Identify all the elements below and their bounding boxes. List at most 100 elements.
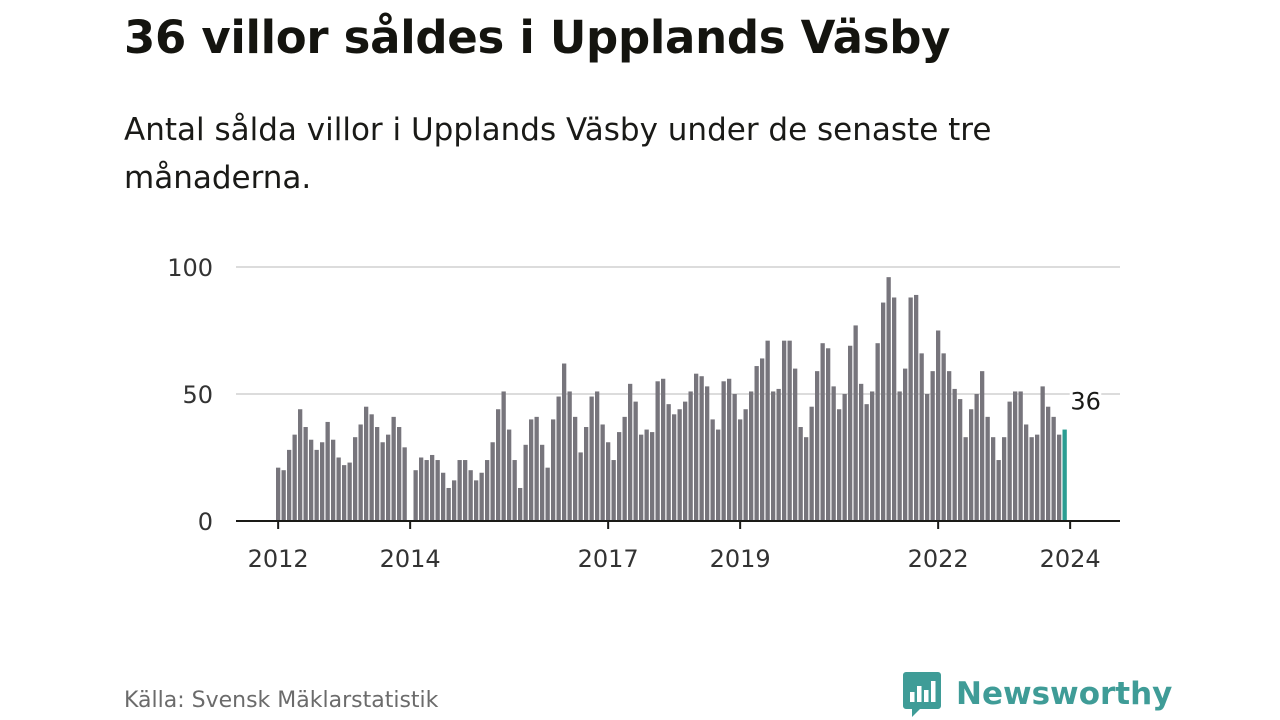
- bar: [727, 378, 732, 521]
- brand-logo[interactable]: Newsworthy: [902, 670, 1172, 718]
- bar: [540, 444, 545, 521]
- bar: [463, 460, 468, 521]
- bar: [391, 416, 396, 521]
- bar: [523, 444, 528, 521]
- bar: [1057, 434, 1062, 521]
- chart-title: 36 villor såldes i Upplands Väsby: [124, 11, 951, 64]
- bar: [292, 434, 297, 521]
- bar: [1035, 434, 1040, 521]
- bar: [969, 409, 974, 521]
- bar: [710, 419, 715, 521]
- bar: [507, 429, 512, 521]
- bar: [804, 437, 809, 521]
- bar: [925, 394, 930, 521]
- bar: [556, 396, 561, 521]
- bar: [930, 371, 935, 521]
- bar: [793, 368, 798, 521]
- x-tick-label-2024: 2024: [1040, 545, 1101, 573]
- bar: [573, 416, 578, 521]
- x-tick-label-2019: 2019: [710, 545, 771, 573]
- bar: [380, 442, 385, 521]
- bar: [655, 381, 660, 521]
- bar: [699, 376, 704, 521]
- bar: [633, 401, 638, 521]
- bar: [859, 383, 864, 521]
- bar: [864, 404, 869, 521]
- bar: [320, 442, 325, 521]
- bar: [474, 480, 479, 521]
- bar: [441, 472, 446, 521]
- bar: [908, 297, 913, 521]
- x-tick-label-2022: 2022: [908, 545, 969, 573]
- bar: [1024, 424, 1029, 521]
- bar: [518, 487, 523, 521]
- annotation-label: 36: [1070, 388, 1101, 416]
- bar: [815, 371, 820, 521]
- axes: [236, 520, 1120, 529]
- bar: [435, 460, 440, 521]
- bar: [760, 358, 765, 521]
- bar: [941, 353, 946, 521]
- brand-name: Newsworthy: [956, 676, 1173, 712]
- bar: [661, 378, 666, 521]
- bar: [375, 427, 380, 521]
- bar: [397, 427, 402, 521]
- bar-highlight: [1062, 429, 1067, 521]
- bar: [1051, 416, 1056, 521]
- newsworthy-chart-bubble-icon: [903, 672, 941, 717]
- bar: [743, 409, 748, 521]
- bar: [611, 460, 616, 521]
- bar: [424, 460, 429, 521]
- bar: [826, 348, 831, 521]
- bar: [369, 414, 374, 521]
- bar: [974, 394, 979, 521]
- bar: [413, 470, 418, 521]
- bar: [402, 447, 407, 521]
- bar: [325, 421, 330, 521]
- bar: [683, 401, 688, 521]
- bar: [991, 437, 996, 521]
- bar: [985, 416, 990, 521]
- bar: [562, 363, 567, 521]
- bar: [958, 399, 963, 521]
- bar: [705, 386, 710, 521]
- source-note: Källa: Svensk Mäklarstatistik: [124, 688, 439, 713]
- bar: [870, 391, 875, 521]
- bar: [567, 391, 572, 521]
- bar: [353, 437, 358, 521]
- bar: [358, 424, 363, 521]
- bar: [298, 409, 303, 521]
- bar: [1046, 406, 1051, 521]
- bar: [881, 302, 886, 521]
- bar: [820, 343, 825, 521]
- bar: [897, 391, 902, 521]
- x-tick-label-2014: 2014: [380, 545, 441, 573]
- bar: [963, 437, 968, 521]
- bar: [765, 340, 770, 521]
- bar: [457, 460, 462, 521]
- x-tick-label-2012: 2012: [248, 545, 309, 573]
- y-tick-label-0: 0: [198, 508, 213, 536]
- bar: [853, 325, 858, 521]
- bar-series: [276, 277, 1067, 521]
- bar: [595, 391, 600, 521]
- bar: [809, 406, 814, 521]
- bar: [276, 467, 281, 521]
- bar: [430, 454, 435, 521]
- bar: [419, 457, 424, 521]
- bar: [342, 465, 347, 521]
- bar: [677, 409, 682, 521]
- bar: [309, 439, 314, 521]
- bar: [903, 368, 908, 521]
- bar: [452, 480, 457, 521]
- bar: [776, 388, 781, 521]
- bar: [842, 394, 847, 521]
- bar: [754, 366, 759, 521]
- bar: [314, 449, 319, 521]
- bar: [1040, 386, 1045, 521]
- bar: [837, 409, 842, 521]
- bar: [1029, 437, 1034, 521]
- bar: [672, 414, 677, 521]
